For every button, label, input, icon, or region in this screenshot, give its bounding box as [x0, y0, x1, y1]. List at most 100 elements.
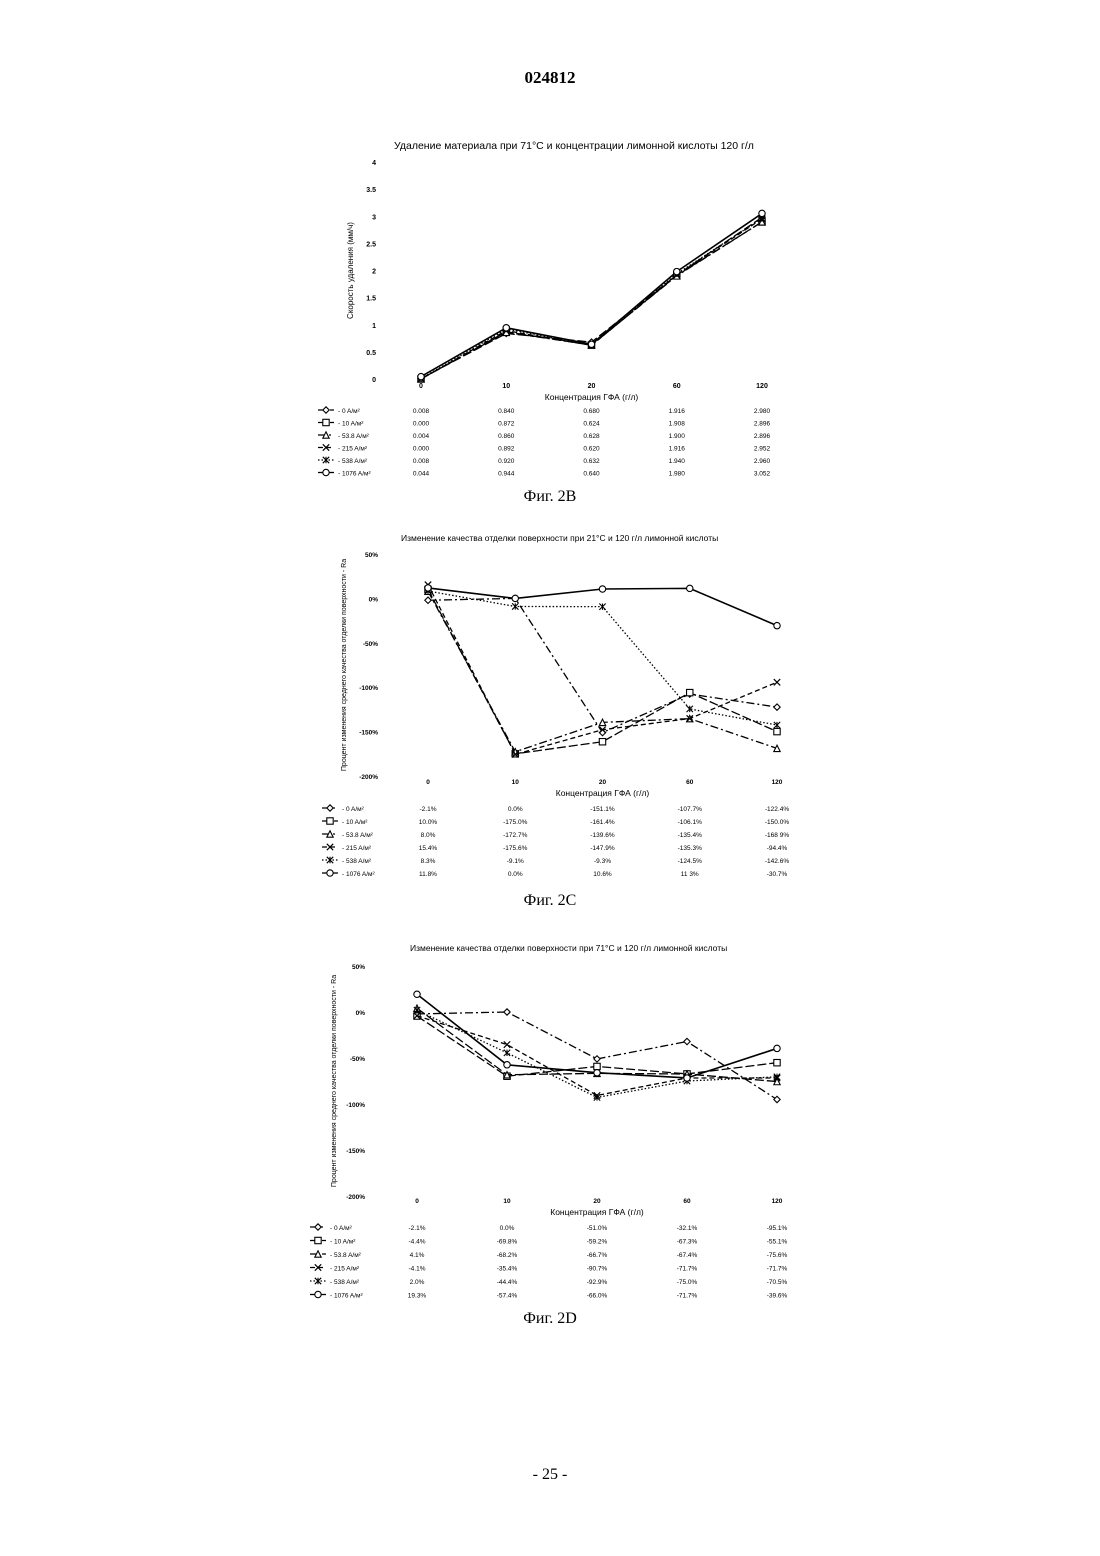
series-line: [421, 217, 762, 378]
figure-caption: Фиг. 2C: [300, 892, 800, 910]
series-line: [421, 222, 762, 379]
table-cell: 0.0%: [500, 1225, 515, 1232]
y-tick-label: -200%: [359, 774, 378, 781]
table-cell: -142.6%: [765, 858, 789, 865]
table-cell: 0.000: [413, 446, 430, 453]
chart-2d: 50%0%-50%-100%-150%-200%Процент изменени…: [300, 956, 800, 1321]
data-point: [504, 1050, 510, 1056]
y-tick-label: -50%: [350, 1056, 365, 1063]
table-cell: -9.1%: [507, 858, 524, 865]
table-cell: 11.8%: [419, 871, 437, 878]
series-line: [421, 218, 762, 378]
table-row: - 1076 A/м²19.3%-57.4%-66.0%-71.7%-39.6%: [310, 1291, 788, 1299]
y-axis-label: Скорость удаления (мм/ч): [346, 222, 355, 319]
x-tick-label: 10: [502, 383, 510, 390]
series-4: [414, 1007, 780, 1101]
data-point: [774, 679, 780, 685]
legend-marker: [315, 1224, 321, 1230]
x-tick-label: 0: [426, 779, 430, 786]
table-row: - 53.8 A/м²0.0040.8600.6281.9002.896: [318, 432, 771, 440]
legend-marker: [315, 1237, 321, 1243]
table-cell: -172.7%: [503, 832, 527, 839]
data-point: [774, 704, 780, 710]
legend-marker: [327, 870, 333, 876]
table-cell: -57.4%: [497, 1293, 518, 1300]
data-point: [599, 739, 605, 745]
legend-label: - 10 A/м²: [338, 421, 364, 428]
y-axis-label: Процент изменения среднего качества отде…: [331, 975, 338, 1187]
legend-marker: [327, 857, 333, 863]
y-tick-label: -100%: [359, 685, 378, 692]
table-cell: -139.6%: [590, 832, 614, 839]
table-cell: -122.4%: [765, 806, 789, 813]
table-row: - 0 A/м²0.0080.8400.6801.9162.980: [318, 407, 771, 415]
legend-label: - 53.8 A/м²: [338, 433, 370, 440]
legend-label: - 215 A/м²: [342, 845, 372, 852]
table-cell: 1.908: [669, 421, 686, 428]
data-point: [687, 585, 693, 591]
series-2: [418, 219, 765, 382]
table-cell: 1.980: [669, 471, 686, 478]
table-cell: -135.4%: [678, 832, 702, 839]
table-cell: 10.0%: [419, 819, 438, 826]
table-cell: -9.3%: [594, 858, 611, 865]
table-cell: -66.7%: [587, 1252, 608, 1259]
y-tick-label: 0%: [369, 596, 379, 603]
data-point: [594, 1056, 600, 1062]
legend-label: - 538 A/м²: [342, 858, 372, 865]
table-cell: -161.4%: [590, 819, 614, 826]
legend-label: - 215 A/м²: [330, 1266, 360, 1273]
table-cell: 0.628: [583, 433, 600, 440]
table-cell: -92.9%: [587, 1279, 608, 1286]
series-0: [414, 1009, 780, 1103]
x-tick-label: 20: [599, 779, 607, 786]
data-point: [504, 1062, 510, 1068]
data-point: [504, 1041, 510, 1047]
table-cell: 4.1%: [410, 1252, 425, 1259]
table-cell: 1.940: [669, 458, 686, 465]
y-tick-label: 2: [372, 269, 376, 276]
series-line: [417, 1010, 777, 1097]
table-cell: -71.7%: [767, 1266, 788, 1273]
x-tick-label: 60: [686, 779, 694, 786]
table-cell: -69.8%: [497, 1239, 518, 1246]
table-cell: 0.944: [498, 471, 515, 478]
table-cell: -67.4%: [677, 1252, 698, 1259]
table-cell: -30.7%: [767, 871, 788, 878]
table-cell: 2.0%: [410, 1279, 425, 1286]
table-cell: 1.916: [669, 446, 686, 453]
table-row: - 10 A/м²10.0%-175.0%-161.4%-106.1%-150.…: [322, 818, 789, 826]
legend-label: - 538 A/м²: [330, 1279, 360, 1286]
data-point: [774, 1096, 780, 1102]
legend-marker: [315, 1291, 321, 1297]
table-row: - 53.8 A/м²8.0%-172.7%-139.6%-135.4%-168…: [322, 831, 789, 839]
table-cell: -106.1%: [678, 819, 702, 826]
legend-label: - 215 A/м²: [338, 446, 368, 453]
legend-label: - 538 A/м²: [338, 458, 368, 465]
series-line: [421, 213, 762, 376]
table-row: - 538 A/м²2.0%-44.4%-92.9%-75.0%-70.5%: [310, 1278, 788, 1286]
table-cell: 0.044: [413, 471, 430, 478]
legend-label: - 1076 A/м²: [338, 471, 371, 478]
table-cell: -66.0%: [587, 1293, 608, 1300]
figure-2c: Изменение качества отделки поверхности п…: [300, 528, 800, 918]
table-cell: 0.640: [583, 471, 600, 478]
table-cell: 1.900: [669, 433, 686, 440]
chart-title: Удаление материала при 71°C и концентрац…: [394, 140, 754, 152]
figure-caption: Фиг. 2B: [300, 488, 800, 506]
y-tick-label: 50%: [352, 964, 365, 971]
y-tick-label: 3: [372, 214, 376, 221]
table-cell: 11 3%: [681, 871, 699, 878]
table-cell: -32.1%: [677, 1225, 698, 1232]
table-cell: 0.620: [583, 446, 600, 453]
y-tick-label: 0%: [356, 1010, 366, 1017]
data-point: [774, 1045, 780, 1051]
data-point: [425, 597, 431, 603]
table-cell: 2.980: [754, 408, 771, 415]
legend-label: - 0 A/м²: [342, 806, 365, 813]
table-row: - 0 A/м²-2.1%0.0%-51.0%-32.1%-95.1%: [310, 1224, 788, 1232]
x-tick-label: 10: [512, 779, 520, 786]
x-axis-label: Концентрация ГФА (г/л): [556, 788, 650, 798]
table-cell: -2.1%: [409, 1225, 426, 1232]
data-point: [418, 373, 424, 379]
